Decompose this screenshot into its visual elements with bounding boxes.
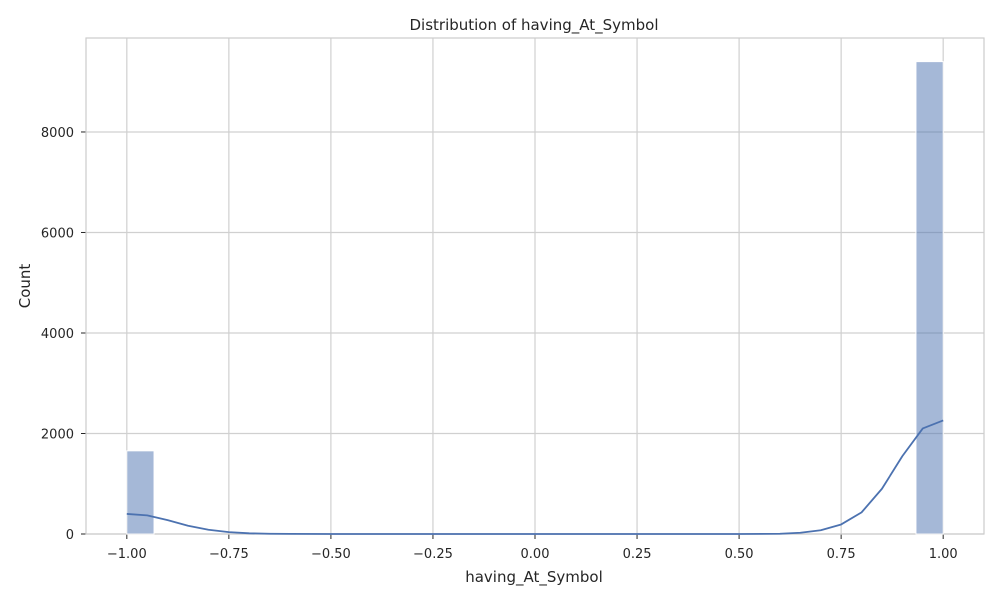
- x-axis-label: having_At_Symbol: [465, 568, 603, 587]
- x-tick-label: 1.00: [929, 547, 958, 562]
- y-tick-label: 4000: [41, 327, 74, 342]
- x-tick-label: −0.50: [311, 547, 351, 562]
- x-tick-label: 0.25: [623, 547, 652, 562]
- y-tick-label: 0: [66, 528, 74, 543]
- grid-lines: [81, 37, 985, 539]
- y-tick-label: 6000: [41, 226, 74, 241]
- x-tick-label: 0.50: [725, 547, 754, 562]
- x-tick-label: −1.00: [107, 547, 147, 562]
- x-tick-label: 0.00: [521, 547, 550, 562]
- histogram-bar: [126, 450, 155, 535]
- y-tick-label: 8000: [41, 126, 74, 141]
- y-tick-label: 2000: [41, 427, 74, 442]
- chart-title: Distribution of having_At_Symbol: [409, 16, 658, 35]
- x-tick-label: −0.25: [413, 547, 453, 562]
- y-axis-label: Count: [16, 264, 34, 309]
- kde-line: [126, 419, 944, 535]
- x-tick-label: 0.75: [827, 547, 856, 562]
- histogram-bar: [915, 61, 944, 535]
- x-tick-label: −0.75: [209, 547, 249, 562]
